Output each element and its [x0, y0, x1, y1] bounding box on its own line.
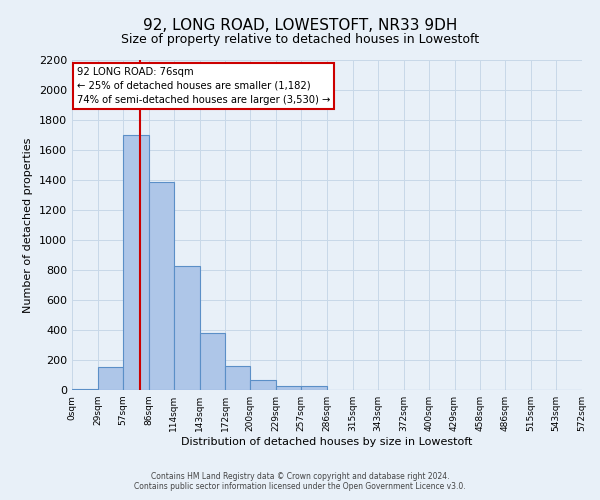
- Text: 92, LONG ROAD, LOWESTOFT, NR33 9DH: 92, LONG ROAD, LOWESTOFT, NR33 9DH: [143, 18, 457, 32]
- Bar: [226, 366, 250, 390]
- Text: 92 LONG ROAD: 76sqm
← 25% of detached houses are smaller (1,182)
74% of semi-det: 92 LONG ROAD: 76sqm ← 25% of detached ho…: [77, 66, 331, 104]
- Text: Contains HM Land Registry data © Crown copyright and database right 2024.
Contai: Contains HM Land Registry data © Crown c…: [134, 472, 466, 491]
- Text: Size of property relative to detached houses in Lowestoft: Size of property relative to detached ho…: [121, 32, 479, 46]
- Bar: [123, 135, 149, 390]
- Bar: [301, 386, 327, 390]
- Bar: [173, 266, 199, 390]
- Bar: [149, 182, 173, 390]
- Y-axis label: Number of detached properties: Number of detached properties: [23, 138, 34, 312]
- Bar: [72, 388, 98, 390]
- Bar: [250, 380, 276, 390]
- Bar: [199, 333, 226, 390]
- Bar: [276, 386, 301, 390]
- Bar: [98, 367, 123, 390]
- X-axis label: Distribution of detached houses by size in Lowestoft: Distribution of detached houses by size …: [181, 437, 473, 447]
